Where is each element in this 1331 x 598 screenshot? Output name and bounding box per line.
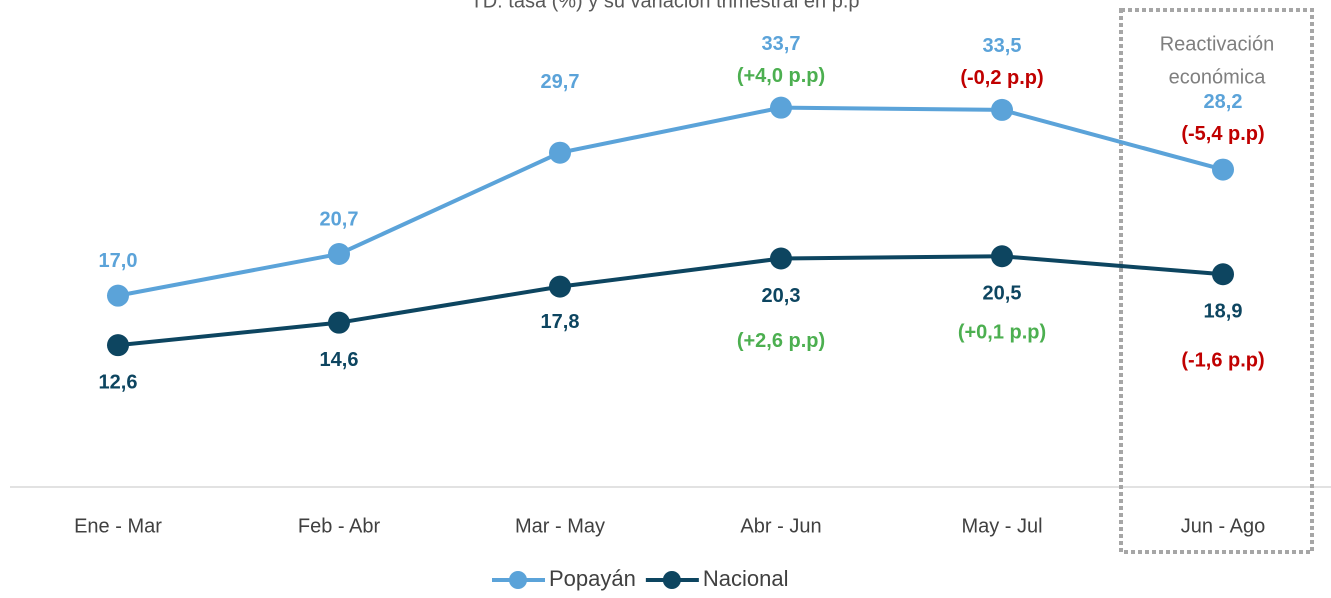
point bbox=[991, 245, 1013, 268]
point bbox=[991, 98, 1013, 121]
highlight-label: Reactivación bbox=[1160, 33, 1275, 55]
data-label: 12,6 bbox=[99, 371, 138, 393]
legend-marker bbox=[662, 571, 681, 589]
point bbox=[549, 141, 571, 164]
variation-label: (+4,0 p.p) bbox=[737, 65, 825, 87]
variation-label: (+0,1 p.p) bbox=[958, 322, 1046, 344]
x-tick-label: Mar - May bbox=[515, 515, 605, 537]
data-label: 17,8 bbox=[541, 311, 580, 333]
point bbox=[770, 247, 792, 270]
legend-label: Nacional bbox=[703, 566, 789, 591]
point bbox=[1212, 158, 1234, 181]
data-label: 33,5 bbox=[983, 35, 1022, 57]
variation-label: (+2,6 p.p) bbox=[737, 330, 825, 352]
x-tick-label: Feb - Abr bbox=[298, 515, 381, 537]
x-tick-label: May - Jul bbox=[961, 515, 1042, 537]
point bbox=[328, 243, 350, 266]
data-label: 14,6 bbox=[320, 349, 359, 371]
chart-title: TD: tasa (%) y su variación trimestral e… bbox=[470, 0, 859, 12]
variation-label: (-1,6 p.p) bbox=[1181, 350, 1264, 372]
variation-label: (-5,4 p.p) bbox=[1181, 123, 1264, 145]
data-label: 18,9 bbox=[1204, 301, 1243, 323]
series-line bbox=[117, 105, 1224, 298]
series-line bbox=[117, 254, 1224, 348]
legend-label: Popayán bbox=[549, 566, 636, 591]
data-label: 17,0 bbox=[99, 250, 138, 272]
point bbox=[107, 284, 129, 307]
x-tick-label: Abr - Jun bbox=[740, 515, 821, 537]
data-label: 20,7 bbox=[320, 208, 359, 230]
variation-label: (-0,2 p.p) bbox=[960, 67, 1043, 89]
point bbox=[1212, 263, 1234, 286]
point bbox=[328, 311, 350, 334]
data-label: 20,5 bbox=[983, 283, 1022, 305]
x-tick-label: Ene - Mar bbox=[74, 515, 162, 537]
data-label: 28,2 bbox=[1204, 91, 1243, 113]
point bbox=[549, 275, 571, 298]
data-label: 20,3 bbox=[762, 285, 801, 307]
x-tick-label: Jun - Ago bbox=[1181, 515, 1266, 537]
highlight-label: económica bbox=[1169, 66, 1267, 88]
point bbox=[770, 96, 792, 119]
data-label: 33,7 bbox=[762, 33, 801, 55]
point bbox=[107, 334, 129, 357]
legend-marker bbox=[509, 571, 527, 589]
data-label: 29,7 bbox=[541, 71, 580, 93]
highlight-box bbox=[1119, 8, 1314, 554]
